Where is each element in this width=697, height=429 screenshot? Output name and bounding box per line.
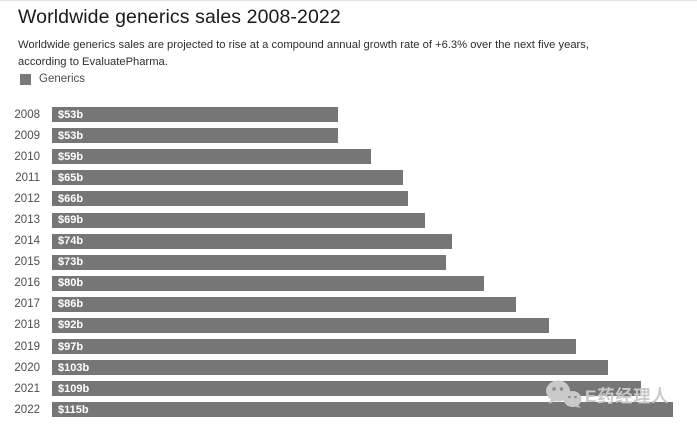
bar-value-label: $103b [58, 361, 90, 374]
year-label: 2020 [14, 361, 40, 374]
year-label: 2012 [14, 192, 40, 205]
generics-bar: $80b [52, 275, 484, 291]
bar-chart: 2008 $53b 2009 $53b 2010 $59b 2011 $65b 2012 $66b… [0, 104, 697, 420]
year-label: 2018 [14, 319, 40, 332]
generics-bar: $59b [52, 149, 371, 165]
legend-label: Generics [39, 73, 86, 85]
year-label: 2011 [15, 171, 40, 184]
generics-bar: $103b [52, 360, 608, 376]
chart-row: 2011 $65b [0, 167, 697, 188]
bar-value-label: $92b [58, 319, 84, 332]
chart-row: 2019 $97b [0, 336, 697, 357]
year-label: 2014 [14, 235, 40, 248]
bar-value-label: $80b [58, 277, 84, 290]
generics-bar: $53b [52, 107, 338, 123]
chart-row: 2012 $66b [0, 188, 697, 209]
legend: Generics [20, 73, 85, 85]
bar-value-label: $65b [58, 171, 84, 184]
chart-row: 2017 $86b [0, 294, 697, 315]
chart-row: 2014 $74b [0, 231, 697, 252]
generics-bar: $74b [52, 233, 452, 249]
chart-row: 2009 $53b [0, 125, 697, 146]
year-label: 2019 [14, 340, 40, 353]
generics-bar: $73b [52, 254, 446, 270]
chart-subtitle: Worldwide generics sales are projected t… [18, 39, 589, 68]
bar-value-label: $109b [58, 382, 90, 395]
generics-bar: $109b [52, 381, 641, 397]
year-label: 2009 [14, 129, 40, 142]
year-label: 2010 [14, 150, 40, 163]
chart-row: 2020 $103b [0, 357, 697, 378]
chart-row: 2015 $73b [0, 252, 697, 273]
bar-value-label: $86b [58, 298, 84, 311]
generics-bar: $69b [52, 212, 425, 228]
chart-row: 2010 $59b [0, 146, 697, 167]
generics-bar: $86b [52, 296, 516, 312]
year-label: 2017 [14, 298, 40, 311]
generics-bar: $65b [52, 170, 403, 186]
year-label: 2008 [14, 108, 40, 121]
bar-value-label: $59b [58, 150, 84, 163]
year-label: 2016 [14, 277, 40, 290]
generics-bar: $53b [52, 128, 338, 144]
bar-value-label: $69b [58, 214, 84, 227]
page-title: Worldwide generics sales 2008-2022 [18, 6, 341, 28]
bar-value-label: $115b [58, 403, 89, 416]
chart-row: 2018 $92b [0, 315, 697, 336]
chart-row: 2008 $53b [0, 104, 697, 125]
chart-row: 2013 $69b [0, 209, 697, 230]
generics-bar: $92b [52, 317, 549, 333]
bar-value-label: $53b [58, 108, 84, 121]
year-label: 2022 [14, 403, 40, 416]
chart-row: 2021 $109b [0, 378, 697, 399]
legend-swatch-icon [20, 73, 31, 85]
year-label: 2013 [14, 214, 40, 227]
generics-bar: $66b [52, 191, 408, 207]
bar-value-label: $53b [58, 129, 84, 142]
bar-value-label: $66b [58, 192, 84, 205]
year-label: 2015 [14, 256, 40, 269]
generics-bar: $115b [52, 402, 673, 418]
chart-row: 2016 $80b [0, 273, 697, 294]
bar-value-label: $74b [58, 235, 84, 248]
bar-value-label: $73b [58, 256, 84, 269]
bar-value-label: $97b [58, 340, 84, 353]
generics-bar: $97b [52, 339, 576, 355]
chart-row: 2022 $115b [0, 399, 697, 420]
year-label: 2021 [14, 382, 40, 395]
